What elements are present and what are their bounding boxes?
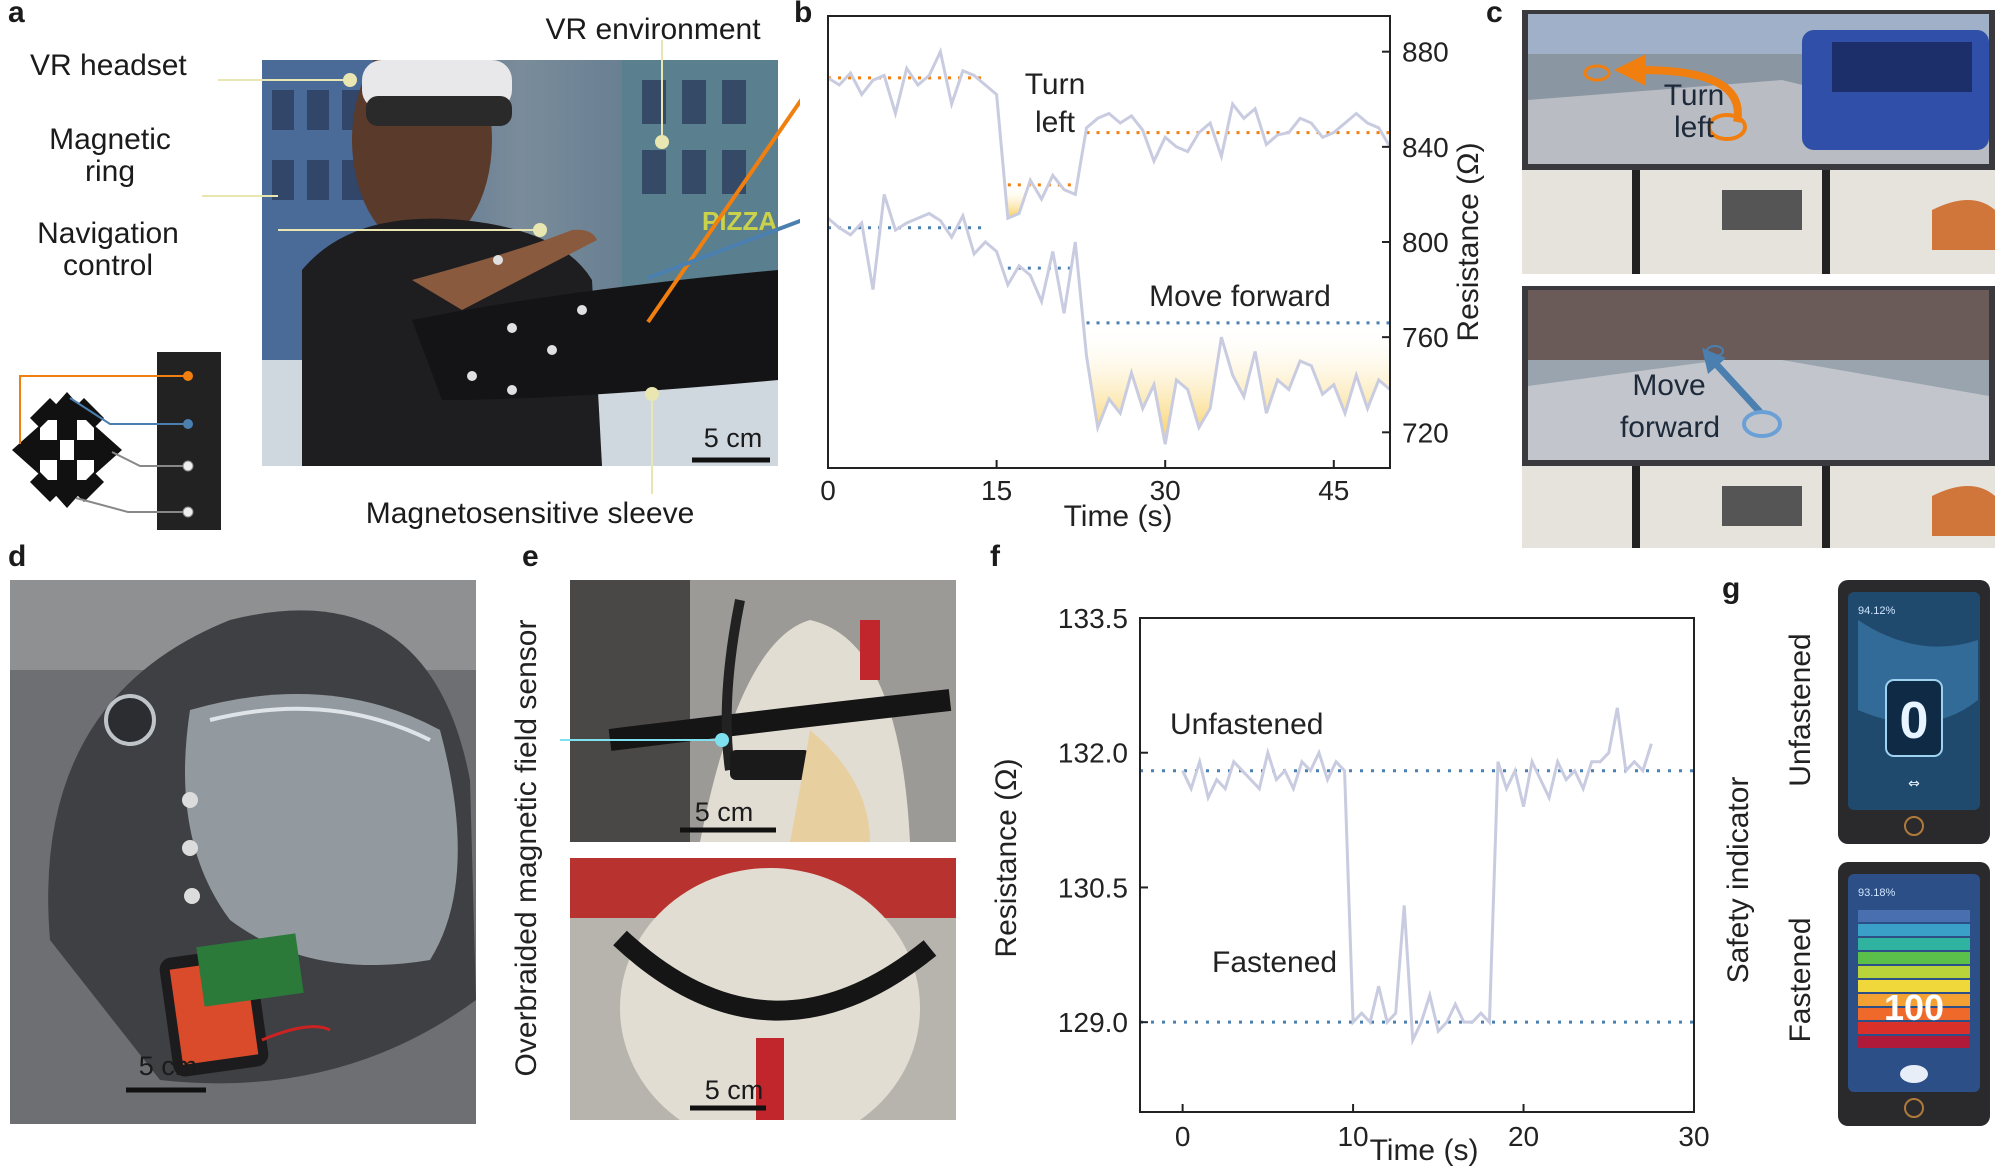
chart-f-ylabel: Resistance (Ω) [990, 758, 1023, 957]
navigation-control-label-line2: control [62, 249, 154, 282]
panel-letter-c: c [1486, 0, 1503, 29]
vr-environment-label: VR environment [545, 13, 761, 46]
scale-bar-e-bottom [690, 1105, 766, 1111]
chart-b-ytick-label-3: 840 [1402, 132, 1449, 163]
chart-b-xtick-label-0: 0 [820, 475, 836, 506]
chart-f-series-line-0 [1181, 707, 1653, 1047]
panel-letter-f: f [990, 540, 1000, 573]
magnetosensitive-sleeve-label: Magnetosensitive sleeve [365, 497, 695, 530]
scale-bar-e-top [680, 827, 776, 833]
move-forward-label-line1: Move [1632, 369, 1706, 402]
unfastened-label: Unfastened [1784, 633, 1817, 786]
scale-bar-d-label: 5 cm [138, 1051, 198, 1081]
chart-b-annotation-left: left [1035, 106, 1076, 139]
chart-b-ytick-label-1: 760 [1402, 322, 1449, 353]
scale-bar-e-top-label: 5 cm [694, 797, 754, 827]
scale-bar-e-bottom-label: 5 cm [704, 1075, 764, 1105]
scale-bar-d [126, 1087, 206, 1093]
panel-letter-b: b [794, 0, 813, 29]
chart-b-ylabel: Resistance (Ω) [1452, 142, 1485, 341]
chart-f-ytick-label-3: 133.5 [1058, 603, 1128, 634]
sensor-vertical-label: Overbraided magnetic field sensor [510, 620, 543, 1077]
chart-f-xtick-label-0: 0 [1175, 1121, 1191, 1152]
chart-f-annotation-fastened: Fastened [1212, 946, 1337, 979]
phone-unfastened: 0 94.12% ⇔ [1838, 580, 1990, 844]
panel-letter-e: e [522, 540, 539, 573]
chart-f-ytick-label-0: 129.0 [1058, 1007, 1128, 1038]
chart-b-series-line-0 [827, 47, 1392, 221]
fastened-screen-percent: 93.18% [1858, 887, 1896, 899]
turn-left-label-line1: Turn [1663, 79, 1725, 112]
chart-b-ytick-label-2: 800 [1402, 227, 1449, 258]
fastened-screen-value: 100 [1884, 987, 1944, 1028]
panel-a-leader-lines [202, 40, 800, 494]
chart-b-xlabel: Time (s) [1064, 500, 1173, 533]
fastened-label: Fastened [1784, 917, 1817, 1042]
chart-b-ytick-label-0: 720 [1402, 417, 1449, 448]
chart-b-xtick-label-3: 45 [1318, 475, 1349, 506]
chart-b-ytick-label-4: 880 [1402, 37, 1449, 68]
chart-f-xtick-label-2: 20 [1508, 1121, 1539, 1152]
vr-move-forward-photo: Move forward [1522, 286, 1995, 548]
svg-text:PIZZA: PIZZA [702, 206, 777, 236]
phone-fastened: 100 93.18% [1838, 862, 1990, 1126]
chart-b-annotation-turn: Turn [1025, 68, 1086, 101]
vr-headset-label: VR headset [30, 49, 187, 82]
chart-f-ytick-label-2: 132.0 [1058, 738, 1128, 769]
navigation-arrows-icon [12, 352, 221, 530]
move-forward-label-line2: forward [1619, 411, 1721, 444]
magnetic-ring-label-line1: Magnetic [49, 123, 171, 156]
collar-sensor-photo-top [570, 580, 956, 842]
panel-letter-a: a [8, 0, 25, 29]
chart-b-series-line-1 [827, 193, 1391, 445]
chart-b-xtick-label-2: 30 [1150, 475, 1181, 506]
svg-text:⇔: ⇔ [1908, 776, 1920, 792]
vr-turn-left-photo: Turn left [1522, 10, 1995, 274]
chart-b-xtick-label-1: 15 [981, 475, 1012, 506]
chart-b: 0 15 30 45 720 760 800 840 880 Time (s) Resista… [820, 15, 1485, 533]
magnetic-ring-label-line2: ring [84, 155, 136, 188]
chart-f-xtick-label-1: 10 [1337, 1121, 1368, 1152]
panel-letter-d: d [8, 540, 27, 573]
sensor-leader-line [560, 733, 729, 747]
unfastened-screen-percent: 94.12% [1858, 605, 1896, 617]
chart-f: 0 10 20 30 129.0 130.5 132.0 133.5 Time (s) Re… [990, 603, 1710, 1167]
unfastened-screen-value: 0 [1900, 692, 1929, 750]
helmet-photo [10, 580, 476, 1124]
chart-b-annotation-move-forward: Move forward [1149, 280, 1331, 313]
navigation-control-label-line1: Navigation [37, 217, 179, 250]
turn-left-label-line2: left [1673, 111, 1715, 144]
scale-bar-a-label: 5 cm [703, 423, 763, 453]
chart-f-frame [1139, 617, 1695, 1113]
panel-letter-g: g [1722, 572, 1741, 605]
chart-f-annotation-unfastened: Unfastened [1170, 708, 1323, 741]
safety-indicator-label: Safety indicator [1722, 777, 1755, 984]
collar-sensor-photo-bottom [570, 858, 956, 1120]
chart-f-xtick-label-3: 30 [1678, 1121, 1709, 1152]
chart-f-ytick-label-1: 130.5 [1058, 872, 1128, 903]
chart-f-xlabel: Time (s) [1370, 1134, 1479, 1167]
